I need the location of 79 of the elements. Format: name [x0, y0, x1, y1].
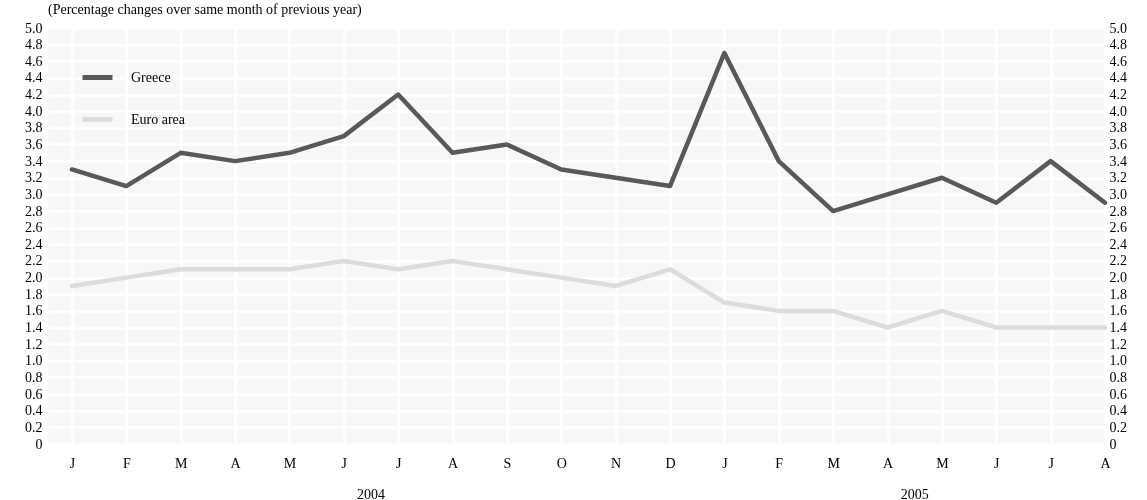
y2-tick-label: 0	[1109, 436, 1117, 452]
y-tick-label: 2.4	[25, 236, 43, 252]
y2-tick-label: 2.0	[1109, 270, 1127, 286]
x-tick-label: A	[230, 455, 242, 471]
y2-tick-label: 4.0	[1109, 103, 1127, 119]
x-tick-label: A	[447, 455, 459, 471]
text: 2004	[356, 487, 385, 500]
x-tick-label: J	[722, 455, 729, 471]
y2-tick-label: 3.8	[1109, 120, 1127, 136]
y2-tick-label: 3.6	[1109, 136, 1127, 152]
x-tick-label: M	[827, 455, 841, 471]
y2-tick-label: 5.0	[1109, 20, 1127, 36]
y-tick-label: 4.0	[25, 103, 43, 119]
y-tick-label: 2.2	[25, 253, 43, 269]
y-tick-label: 5.0	[25, 20, 43, 36]
x-tick-label: F	[122, 455, 131, 471]
y2-tick-label: 4.8	[1109, 37, 1127, 53]
y-tick-label: 4.6	[25, 53, 43, 69]
y2-tick-label: 2.4	[1109, 236, 1127, 252]
legend-label: Greece	[131, 69, 171, 85]
y2-tick-label: 3.2	[1109, 170, 1127, 186]
text: 2005	[900, 487, 929, 500]
y2-tick-label: 0.2	[1109, 419, 1127, 435]
y-tick-label: 4.2	[25, 87, 43, 103]
x-tick-label: J	[1048, 455, 1055, 471]
y2-tick-label: 4.4	[1109, 70, 1127, 86]
y2-tick-label: 3.0	[1109, 186, 1127, 202]
x-tick-label: J	[994, 455, 1001, 471]
x-tick-label: D	[665, 455, 676, 471]
y-tick-label: 4.8	[25, 37, 43, 53]
y-tick-label: 4.4	[25, 70, 43, 86]
y-tick-label: 1.4	[25, 320, 43, 336]
x-tick-label: A	[882, 455, 894, 471]
y-tick-label: 0.2	[25, 419, 43, 435]
x-tick-label: A	[1100, 455, 1112, 471]
x-tick-label: S	[503, 455, 512, 471]
line-series	[69, 50, 1108, 214]
y2-tick-label: 1.6	[1109, 303, 1127, 319]
x-tick-label: J	[341, 455, 348, 471]
x-tick-label: J	[69, 455, 76, 471]
y-tick-label: 3.6	[25, 136, 43, 152]
x-tick-label: O	[556, 455, 567, 471]
x-tick-label: F	[775, 455, 784, 471]
y2-tick-label: 1.0	[1109, 353, 1127, 369]
y2-tick-label: 1.2	[1109, 336, 1127, 352]
y2-tick-label: 4.2	[1109, 87, 1127, 103]
line-series	[69, 258, 1108, 330]
y-tick-label: 3.2	[25, 170, 43, 186]
y-tick-label: 3.0	[25, 186, 43, 202]
y2-tick-label: 3.4	[1109, 153, 1127, 169]
y2-tick-label: 2.2	[1109, 253, 1127, 269]
y2-tick-label: 0.8	[1109, 369, 1127, 385]
y-tick-label: 0.6	[25, 386, 43, 402]
x-tick-label: M	[936, 455, 950, 471]
legend-label: Euro area	[131, 111, 186, 127]
y2-tick-label: 1.4	[1109, 320, 1127, 336]
y-tick-label: 3.4	[25, 153, 43, 169]
x-tick-label: M	[283, 455, 297, 471]
chart-subtitle: (Percentage changes over same month of previous year)	[48, 2, 363, 18]
y-tick-label: 1.8	[25, 286, 43, 302]
y-tick-label: 1.0	[25, 353, 43, 369]
y-tick-label: 2.8	[25, 203, 43, 219]
y-tick-label: 3.8	[25, 120, 43, 136]
y-tick-label: 0	[35, 436, 43, 452]
x-tick-label: J	[395, 455, 402, 471]
y-tick-label: 0.8	[25, 369, 43, 385]
y-tick-label: 1.6	[25, 303, 43, 319]
y-tick-label: 1.2	[25, 336, 43, 352]
y2-tick-label: 0.4	[1109, 403, 1127, 419]
y2-tick-label: 2.8	[1109, 203, 1127, 219]
x-tick-label: N	[611, 455, 622, 471]
y2-tick-label: 2.6	[1109, 220, 1127, 236]
y-tick-label: 2.0	[25, 270, 43, 286]
y2-tick-label: 1.8	[1109, 286, 1127, 302]
y2-tick-label: 0.6	[1109, 386, 1127, 402]
x-tick-label: M	[174, 455, 188, 471]
y-tick-label: 2.6	[25, 220, 43, 236]
y2-tick-label: 4.6	[1109, 53, 1127, 69]
y-tick-label: 0.4	[25, 403, 43, 419]
